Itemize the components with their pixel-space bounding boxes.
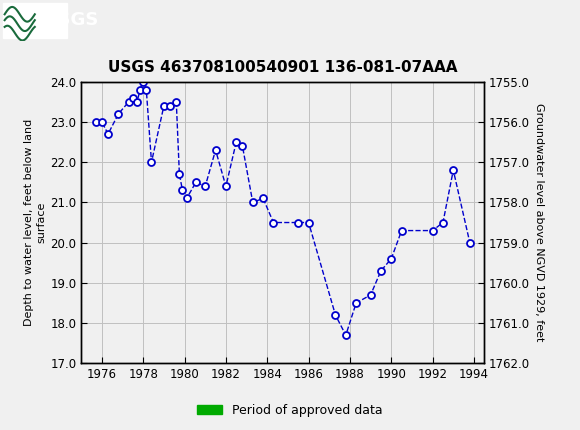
Legend: Period of approved data: Period of approved data [192,399,388,421]
Text: USGS: USGS [44,12,99,29]
Bar [463,73,480,82]
Bar [362,73,377,82]
Y-axis label: Depth to water level, feet below land
surface: Depth to water level, feet below land su… [24,119,46,326]
Bar [396,73,412,82]
Bar [298,73,317,82]
Bar [422,73,455,82]
Bar [92,73,140,82]
Bar [329,73,343,82]
Title: USGS 463708100540901 136-081-07AAA: USGS 463708100540901 136-081-07AAA [108,60,458,75]
Bar [3,3,67,37]
Y-axis label: Groundwater level above NGVD 1929, feet: Groundwater level above NGVD 1929, feet [534,103,545,342]
Bar [145,73,278,82]
